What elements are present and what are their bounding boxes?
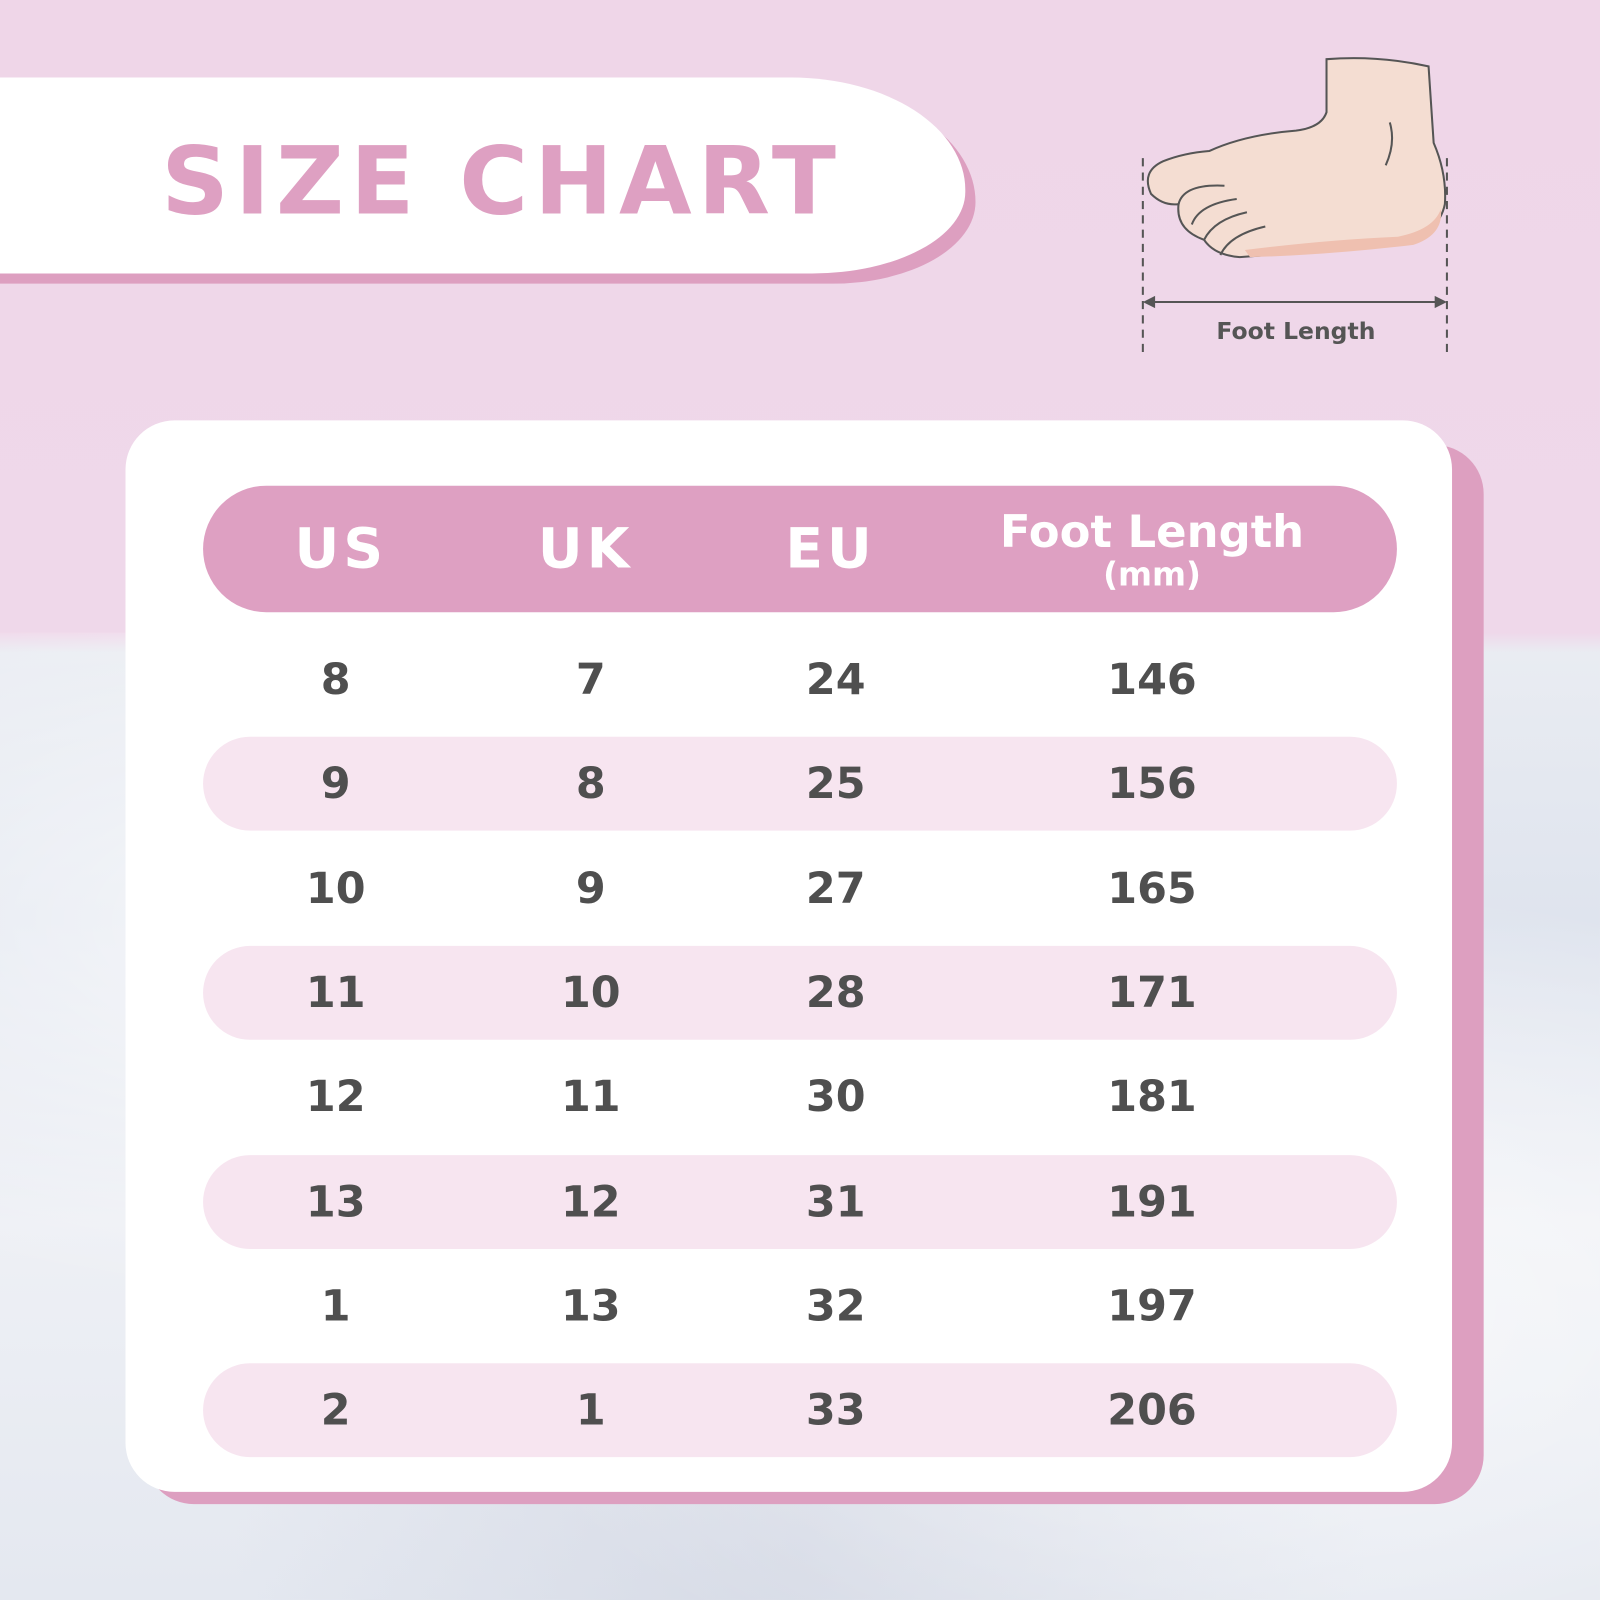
foot-icon: [1141, 57, 1448, 358]
table-cell: 9: [575, 862, 606, 913]
table-cell: 146: [1107, 654, 1197, 705]
table-row: 9 8 25 156: [203, 737, 1397, 831]
table-cell: 31: [805, 1176, 866, 1227]
table-cell: 30: [805, 1071, 866, 1122]
table-cell: 171: [1107, 967, 1197, 1018]
header-us: US: [294, 516, 388, 581]
header-eu: EU: [785, 516, 876, 581]
table-cell: 7: [575, 654, 606, 705]
table-cell: 181: [1107, 1071, 1197, 1122]
header-unit: (mm): [1103, 555, 1201, 594]
table-row: 2 1 33 206: [203, 1363, 1397, 1458]
table-cell: 10: [560, 967, 621, 1018]
table-row: 12 11 30 181: [203, 1050, 1397, 1144]
table-cell: 2: [320, 1384, 351, 1435]
table-cell: 206: [1107, 1384, 1197, 1435]
header-uk: UK: [537, 516, 634, 581]
table-cell: 12: [305, 1071, 366, 1122]
page-title: SIZE CHART: [161, 126, 843, 236]
table-cell: 33: [805, 1384, 866, 1435]
table-row: 1 13 32 197: [203, 1259, 1397, 1353]
table-cell: 156: [1107, 758, 1197, 809]
header-foot-length: Foot Length: [999, 506, 1305, 559]
table-cell: 8: [575, 758, 606, 809]
table-cell: 13: [305, 1176, 366, 1227]
table-cell: 191: [1107, 1176, 1197, 1227]
title-banner: [0, 77, 966, 274]
table-cell: 11: [305, 967, 366, 1018]
table-cell: 25: [805, 758, 866, 809]
table-cell: 1: [320, 1280, 351, 1331]
table-cell: 8: [320, 654, 351, 705]
table-cell: 27: [805, 862, 866, 913]
table-cell: 12: [560, 1176, 621, 1227]
table-cell: 13: [560, 1280, 621, 1331]
table-row: 13 12 31 191: [203, 1154, 1397, 1249]
table-cell: 165: [1107, 862, 1197, 913]
table-cell: 1: [575, 1384, 606, 1435]
table-row: 11 10 28 171: [203, 945, 1397, 1040]
foot-length-label: Foot Length: [1216, 318, 1376, 345]
table-cell: 32: [805, 1280, 866, 1331]
table-cell: 24: [805, 654, 866, 705]
table-cell: 9: [320, 758, 351, 809]
table-cell: 197: [1107, 1280, 1197, 1331]
table-row: 10 9 27 165: [203, 841, 1397, 935]
table-cell: 10: [305, 862, 366, 913]
table-cell: 28: [805, 967, 866, 1018]
table-cell: 11: [560, 1071, 621, 1122]
table-row: 8 7 24 146: [203, 633, 1397, 727]
table-header: US UK EU Foot Length (mm): [203, 485, 1397, 613]
